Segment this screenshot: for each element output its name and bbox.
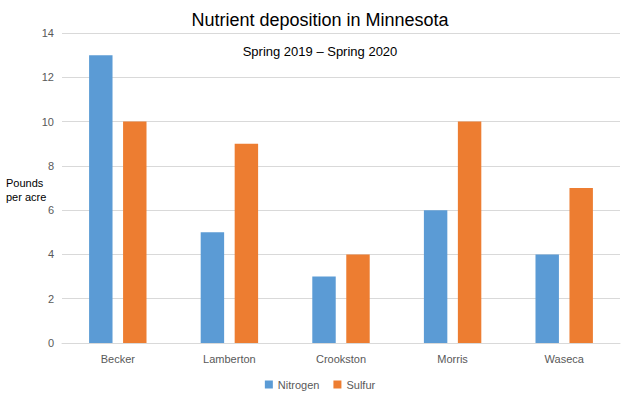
- svg-text:Morris: Morris: [437, 353, 468, 365]
- svg-text:14: 14: [42, 27, 54, 39]
- svg-text:Pounds: Pounds: [6, 177, 46, 189]
- svg-text:Lamberton: Lamberton: [203, 353, 256, 365]
- svg-text:12: 12: [42, 71, 54, 83]
- svg-text:Spring 2019 – Spring 2020: Spring 2019 – Spring 2020: [243, 44, 398, 59]
- svg-text:6: 6: [48, 204, 54, 216]
- svg-text:Sulfur: Sulfur: [346, 379, 375, 391]
- svg-text:Nutrient deposition in Minneso: Nutrient deposition in Minnesota: [191, 10, 449, 30]
- svg-text:10: 10: [42, 116, 54, 128]
- svg-text:Becker: Becker: [101, 353, 136, 365]
- svg-text:per acre: per acre: [6, 191, 46, 203]
- svg-text:4: 4: [48, 248, 54, 260]
- svg-text:Nitrogen: Nitrogen: [278, 379, 320, 391]
- svg-text:2: 2: [48, 293, 54, 305]
- svg-text:Waseca: Waseca: [545, 353, 585, 365]
- svg-text:0: 0: [48, 337, 54, 349]
- svg-text:Crookston: Crookston: [316, 353, 366, 365]
- svg-text:8: 8: [48, 160, 54, 172]
